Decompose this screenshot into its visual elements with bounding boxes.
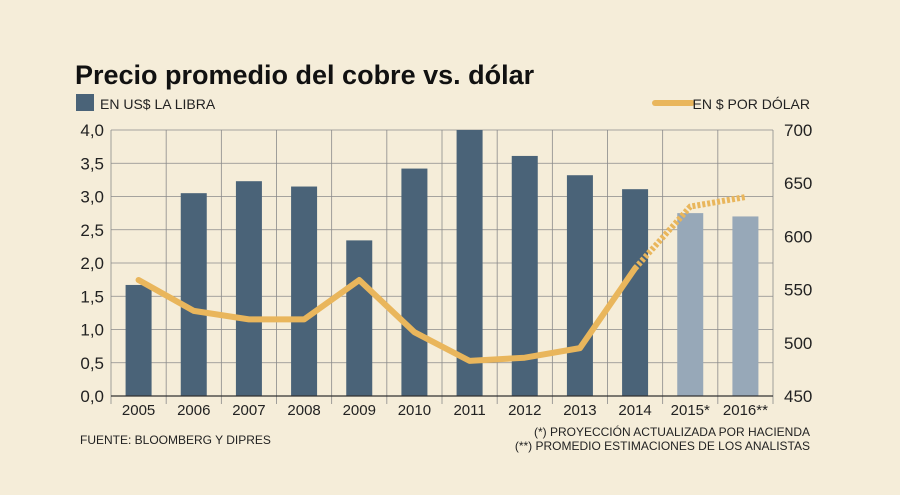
left-tick-label: 0,5 bbox=[80, 354, 104, 373]
x-tick-label: 2016** bbox=[723, 402, 768, 419]
left-tick-label: 0,0 bbox=[80, 387, 104, 406]
left-tick-label: 4,0 bbox=[80, 121, 104, 140]
x-tick-label: 2008 bbox=[287, 402, 320, 419]
bar-2013 bbox=[566, 175, 593, 396]
left-tick-label: 2,5 bbox=[80, 221, 104, 240]
left-tick-label: 3,0 bbox=[80, 188, 104, 207]
bar-2014 bbox=[622, 189, 649, 396]
x-tick-label: 2009 bbox=[343, 402, 376, 419]
right-tick-label: 600 bbox=[784, 227, 812, 246]
bar-2006 bbox=[180, 193, 207, 396]
legend-bar-swatch bbox=[76, 94, 94, 111]
footnote-2: (**) PROMEDIO ESTIMACIONES DE LOS ANALIS… bbox=[515, 439, 810, 453]
bar-2005 bbox=[125, 284, 152, 396]
x-tick-label: 2007 bbox=[232, 402, 265, 419]
bar-2010 bbox=[401, 168, 428, 396]
x-tick-label: 2005 bbox=[122, 402, 155, 419]
right-tick-label: 450 bbox=[784, 387, 812, 406]
x-tick-label: 2010 bbox=[398, 402, 431, 419]
right-tick-label: 700 bbox=[784, 121, 812, 140]
bar-2011 bbox=[456, 130, 483, 396]
x-tick-label: 2011 bbox=[453, 402, 485, 419]
footnote-1: (*) PROYECCIÓN ACTUALIZADA POR HACIENDA bbox=[534, 424, 810, 439]
x-tick-label: 2015* bbox=[671, 402, 710, 419]
right-tick-label: 500 bbox=[784, 334, 812, 353]
left-tick-label: 3,5 bbox=[80, 154, 104, 173]
bar-2008 bbox=[291, 186, 318, 396]
source-note: FUENTE: BLOOMBERG Y DIPRES bbox=[80, 433, 271, 447]
x-tick-label: 2012 bbox=[508, 402, 541, 419]
bar-2007 bbox=[235, 181, 262, 396]
right-tick-label: 650 bbox=[784, 174, 812, 193]
line-series-dolar-projected bbox=[632, 194, 746, 271]
left-tick-label: 1,5 bbox=[80, 287, 104, 306]
bar-2015 bbox=[677, 213, 704, 396]
bar-2016 bbox=[732, 216, 759, 396]
chart-title: Precio promedio del cobre vs. dólar bbox=[75, 60, 535, 90]
left-tick-label: 2,0 bbox=[80, 254, 104, 273]
legend-line-label: EN $ POR DÓLAR bbox=[693, 96, 810, 112]
legend-bar-label: EN US$ LA LIBRA bbox=[100, 96, 216, 112]
left-tick-label: 1,0 bbox=[80, 321, 104, 340]
x-tick-label: 2014 bbox=[618, 402, 651, 419]
line-series-dolar bbox=[135, 265, 639, 364]
bar-2009 bbox=[346, 240, 373, 396]
plot-area: 0,0 0,5 1,0 1,5 2,0 2,5 3,0 3,5 4,0 450 500 550 600 6… bbox=[80, 121, 812, 419]
x-tick-label: 2006 bbox=[177, 402, 210, 419]
right-tick-label: 550 bbox=[784, 281, 812, 300]
x-tick-label: 2013 bbox=[563, 402, 596, 419]
